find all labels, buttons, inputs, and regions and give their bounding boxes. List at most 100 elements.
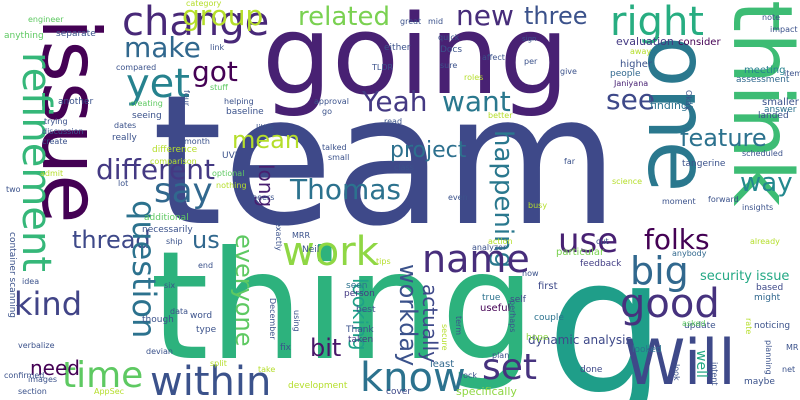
word-people: people: [610, 69, 641, 79]
word-actually: actually: [418, 284, 442, 363]
word-seeing: seeing: [132, 111, 162, 121]
word-roles: roles: [464, 73, 484, 82]
word-hope: hope: [526, 333, 549, 343]
word-anybody: anybody: [672, 249, 707, 258]
word-thomas: Thomas: [290, 173, 402, 206]
word-person: person: [344, 289, 375, 299]
word-assessment: assessment: [736, 75, 790, 85]
word-cut: cut: [596, 237, 609, 246]
word-creating: creating: [130, 99, 163, 108]
word-different: different: [96, 153, 215, 186]
word-look: look: [672, 364, 681, 381]
word-either: either: [384, 43, 411, 53]
word-already: already: [750, 237, 780, 246]
word-related: related: [298, 2, 390, 32]
word-tips: tips: [376, 257, 391, 266]
word-take: take: [258, 365, 276, 374]
word-net: net: [782, 365, 796, 374]
word-least: least: [430, 359, 455, 370]
word-good: good: [620, 281, 720, 327]
word-though: though: [142, 315, 174, 325]
word-tangerine: tangerine: [682, 159, 726, 169]
word-mean: mean: [232, 126, 301, 154]
word-taken: taken: [348, 335, 374, 345]
word-helping: helping: [224, 97, 254, 106]
word-say: say: [154, 171, 213, 211]
word-janiyana: Janiyana: [614, 79, 649, 88]
word-thing: thing: [150, 220, 536, 394]
word-self: self: [510, 295, 526, 305]
word-engineer: engineer: [28, 15, 64, 24]
word-really: really: [112, 133, 137, 143]
word-create: create: [42, 137, 68, 146]
word-lot: lot: [118, 179, 129, 188]
word-name: name: [422, 237, 530, 281]
word-mr: MR: [786, 343, 799, 352]
word-right: right: [610, 0, 704, 45]
word-type: type: [196, 325, 217, 335]
word-useful: useful: [480, 303, 511, 314]
word-impact: impact: [770, 25, 798, 34]
word-section: section: [18, 387, 47, 396]
word-ship: ship: [166, 237, 183, 246]
word-appsec: AppSec: [94, 387, 125, 396]
word-sign: sign: [522, 35, 537, 43]
word-go: go: [322, 107, 332, 116]
word-feedback: feedback: [580, 259, 622, 269]
word-mid: mid: [428, 17, 444, 26]
word-great: great: [400, 17, 422, 26]
word-smaller: smaller: [762, 97, 799, 108]
word-now: now: [522, 269, 539, 278]
word-admit: admit: [40, 169, 64, 178]
word-two: two: [6, 185, 21, 194]
word-planning: planning: [764, 340, 773, 375]
word-month: month: [184, 137, 210, 146]
word-necessarily: necessarily: [142, 225, 193, 235]
word-december: December: [268, 298, 277, 340]
word-docs: Docs: [440, 45, 463, 55]
word-yet: yet: [126, 61, 190, 107]
word-refinement: refinement: [13, 52, 59, 272]
word-analyzer: analyzer: [472, 243, 507, 252]
word-six: six: [164, 281, 176, 290]
word-done: done: [580, 365, 603, 375]
word-g: g: [546, 216, 667, 400]
word-secure: secure: [440, 324, 449, 351]
word-end: end: [198, 261, 214, 270]
word-note: note: [762, 13, 781, 22]
word-even: even: [448, 193, 468, 202]
word-time: time: [62, 355, 144, 396]
word-item: item: [784, 69, 800, 78]
word-big: big: [630, 249, 689, 293]
word-use: use: [558, 221, 619, 261]
word-dynamic-analysis: dynamic analysis: [528, 333, 632, 347]
word-baseline: baseline: [226, 107, 264, 117]
word-yeah: Yeah: [362, 85, 428, 118]
word-change: change: [122, 0, 270, 45]
word-additional: additional: [144, 213, 189, 223]
word-devian: devian: [146, 347, 173, 356]
word-meeting: meeting: [744, 65, 786, 76]
word-exactly: exactly: [274, 222, 283, 251]
word-link: link: [210, 43, 225, 52]
word-category: category: [186, 0, 222, 8]
word-looked: looked: [632, 345, 662, 355]
word-might: might: [754, 293, 781, 303]
word-particular: particular: [556, 247, 605, 258]
word-work: work: [282, 229, 379, 275]
word-feature: feature: [680, 124, 767, 152]
word-true: true: [482, 293, 501, 303]
word-plan: plan: [492, 351, 510, 360]
word-findings: findings: [650, 99, 694, 112]
word-three: three: [524, 2, 588, 30]
word-within: within: [150, 359, 272, 400]
word-maybe: maybe: [744, 377, 775, 387]
word-asked: asked: [682, 319, 706, 328]
word-folks: folks: [644, 223, 710, 256]
word-images: images: [28, 375, 58, 384]
word-term: term: [454, 316, 463, 335]
word-us: us: [192, 226, 220, 254]
word-thread: thread: [72, 226, 151, 254]
word-consider: consider: [678, 37, 721, 48]
